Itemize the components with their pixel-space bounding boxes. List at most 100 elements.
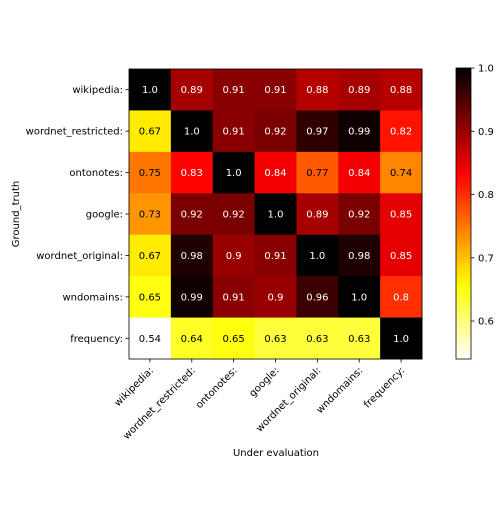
cell-value-label: 0.92 bbox=[223, 210, 245, 221]
heatmap-cell bbox=[170, 193, 214, 236]
cell-value-label: 0.91 bbox=[223, 85, 245, 96]
heatmap-cell bbox=[296, 234, 339, 277]
cell-value-label: 0.91 bbox=[223, 127, 245, 138]
cell-value-label: 0.65 bbox=[223, 334, 245, 345]
cell-value-label: 0.96 bbox=[306, 292, 328, 303]
heatmap-cell bbox=[254, 193, 297, 236]
y-tick-label: google: bbox=[86, 210, 123, 221]
heatmap-cell bbox=[380, 69, 423, 111]
cell-value-label: 1.0 bbox=[268, 210, 284, 221]
cell-value-label: 1.0 bbox=[142, 85, 158, 96]
x-tick-label: wikipedia: bbox=[112, 365, 156, 409]
cell-value-label: 0.82 bbox=[390, 127, 412, 138]
heatmap-cell bbox=[254, 317, 297, 360]
cell-value-label: 0.85 bbox=[390, 251, 412, 262]
heatmap-cell bbox=[129, 276, 172, 319]
cell-value-label: 0.54 bbox=[139, 334, 161, 345]
heatmap-cell bbox=[338, 69, 381, 111]
y-axis-label: Ground_truth bbox=[11, 181, 22, 247]
heatmap-cell bbox=[129, 110, 172, 153]
heatmap-cell bbox=[129, 151, 172, 194]
heatmap-cell bbox=[338, 276, 381, 319]
y-tick-label: ontonotes: bbox=[69, 168, 123, 179]
heatmap-cells: 1.0 0.89 0.91 0.91 0.88 0.89 0.88 0.67 1.0 0.91 0.… bbox=[129, 69, 423, 360]
heatmap-cell bbox=[212, 151, 256, 194]
cell-value-label: 0.91 bbox=[264, 251, 286, 262]
heatmap-cell bbox=[338, 110, 381, 153]
cell-value-label: 0.73 bbox=[139, 210, 161, 221]
x-tick-label: google: bbox=[248, 365, 282, 399]
cell-value-label: 0.64 bbox=[181, 334, 203, 345]
heatmap-cell bbox=[254, 234, 297, 277]
cell-value-label: 0.85 bbox=[390, 210, 412, 221]
heatmap-cell bbox=[296, 193, 339, 236]
cell-value-label: 0.74 bbox=[390, 168, 412, 179]
heatmap-cell bbox=[170, 317, 214, 360]
cell-value-label: 0.67 bbox=[139, 127, 161, 138]
cell-value-label: 1.0 bbox=[184, 127, 200, 138]
cell-value-label: 0.98 bbox=[348, 251, 370, 262]
heatmap-cell bbox=[338, 151, 381, 194]
cell-value-label: 0.67 bbox=[139, 251, 161, 262]
y-tick-labels: wikipedia: wordnet_restricted: ontonotes: g… bbox=[26, 85, 129, 345]
cell-value-label: 0.63 bbox=[264, 334, 286, 345]
cell-value-label: 0.83 bbox=[181, 168, 203, 179]
cell-value-label: 0.92 bbox=[348, 210, 370, 221]
x-tick-label: frequency: bbox=[362, 365, 407, 410]
heatmap-cell bbox=[380, 151, 423, 194]
cell-value-label: 1.0 bbox=[393, 334, 409, 345]
cell-value-label: 0.84 bbox=[348, 168, 370, 179]
heatmap-cell bbox=[129, 69, 172, 111]
colorbar-tick-label: 1.0 bbox=[478, 64, 494, 75]
cell-value-label: 0.91 bbox=[264, 85, 286, 96]
heatmap-cell bbox=[212, 110, 256, 153]
y-tick-label: frequency: bbox=[70, 334, 123, 345]
cell-value-label: 0.99 bbox=[348, 127, 370, 138]
heatmap-cell bbox=[380, 193, 423, 236]
heatmap-cell bbox=[338, 317, 381, 360]
cell-value-label: 1.0 bbox=[226, 168, 242, 179]
heatmap-cell bbox=[212, 317, 256, 360]
heatmap-cell bbox=[296, 69, 339, 111]
cell-value-label: 0.9 bbox=[226, 251, 242, 262]
x-tick-label: ontonotes: bbox=[194, 365, 240, 411]
cell-value-label: 0.65 bbox=[139, 292, 161, 303]
heatmap-cell bbox=[170, 151, 214, 194]
heatmap-cell bbox=[296, 276, 339, 319]
heatmap-cell bbox=[129, 193, 172, 236]
colorbar-tick-label: 0.9 bbox=[478, 127, 494, 138]
colorbar-tick-label: 0.8 bbox=[478, 190, 494, 201]
x-tick-label: wordnet_restricted: bbox=[121, 365, 198, 442]
heatmap-cell bbox=[170, 110, 214, 153]
cell-value-label: 1.0 bbox=[351, 292, 367, 303]
cell-value-label: 0.84 bbox=[264, 168, 286, 179]
heatmap-cell bbox=[129, 234, 172, 277]
colorbar bbox=[455, 67, 472, 360]
heatmap-cell bbox=[296, 110, 339, 153]
heatmap-cell bbox=[129, 317, 172, 360]
heatmap-cell bbox=[254, 151, 297, 194]
cell-value-label: 0.89 bbox=[348, 85, 370, 96]
colorbar-ticks: 0.6 0.7 0.8 0.9 1.0 bbox=[471, 64, 494, 328]
y-tick-label: wndomains: bbox=[62, 292, 123, 303]
cell-value-label: 0.63 bbox=[348, 334, 370, 345]
heatmap-cell bbox=[296, 151, 339, 194]
cell-value-label: 0.89 bbox=[181, 85, 203, 96]
y-tick-label: wordnet_original: bbox=[36, 251, 123, 262]
heatmap-cell bbox=[170, 69, 214, 111]
cell-value-label: 0.63 bbox=[306, 334, 328, 345]
heatmap-cell bbox=[254, 110, 297, 153]
heatmap-cell bbox=[296, 317, 339, 360]
heatmap-cell bbox=[338, 234, 381, 277]
cell-value-label: 0.77 bbox=[306, 168, 328, 179]
heatmap-cell bbox=[254, 69, 297, 111]
cell-value-label: 0.8 bbox=[393, 292, 409, 303]
cell-value-label: 0.97 bbox=[306, 127, 328, 138]
y-tick-label: wordnet_restricted: bbox=[26, 127, 123, 138]
cell-value-label: 0.91 bbox=[223, 292, 245, 303]
cell-value-label: 0.9 bbox=[268, 292, 284, 303]
cell-value-label: 1.0 bbox=[309, 251, 325, 262]
cell-value-label: 0.99 bbox=[181, 292, 203, 303]
heatmap-cell bbox=[380, 317, 423, 360]
heatmap-cell bbox=[170, 234, 214, 277]
